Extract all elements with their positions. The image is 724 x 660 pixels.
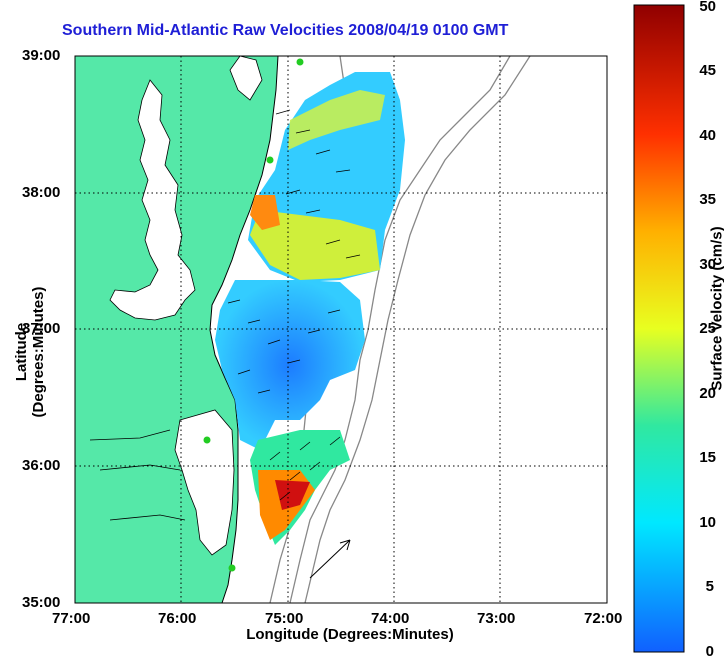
colorbar-label: Surface Velocity (cm/s) (709, 209, 724, 409)
station-marker (297, 59, 304, 66)
colorbar-tick: 50 (699, 0, 716, 15)
colorbar-tick: 45 (699, 62, 716, 79)
xtick-label: 73:00 (477, 610, 515, 627)
station-marker (204, 437, 211, 444)
ytick-label: 38:00 (22, 184, 60, 201)
xtick-label: 75:00 (265, 610, 303, 627)
colorbar (634, 5, 684, 652)
colorbar-tick: 10 (699, 514, 716, 531)
ytick-label: 35:00 (22, 594, 60, 611)
colorbar-tick: 15 (699, 449, 716, 466)
colorbar-tick: 35 (699, 191, 716, 208)
station-marker (229, 565, 236, 572)
ytick-label: 39:00 (22, 47, 60, 64)
ytick-label: 36:00 (22, 457, 60, 474)
colorbar-tick: 0 (706, 643, 714, 660)
station-marker (267, 157, 274, 164)
xtick-label: 76:00 (158, 610, 196, 627)
x-axis-label: Longitude (Degrees:Minutes) (200, 626, 500, 643)
xtick-label: 74:00 (371, 610, 409, 627)
xtick-label: 72:00 (584, 610, 622, 627)
xtick-label: 77:00 (52, 610, 90, 627)
colorbar-tick: 40 (699, 127, 716, 144)
y-axis-label: Latitude (Degrees:Minutes) (13, 262, 47, 442)
colorbar-tick: 5 (706, 578, 714, 595)
